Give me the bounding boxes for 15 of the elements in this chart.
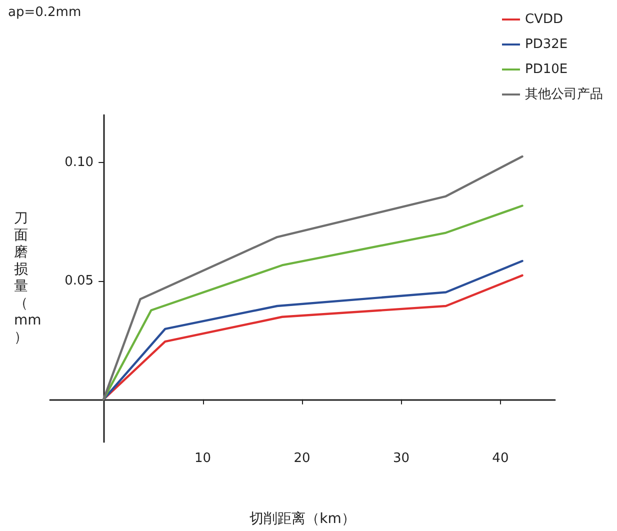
legend-label: CVDD bbox=[525, 12, 563, 27]
line-series bbox=[102, 155, 524, 400]
y-tick-label: 0.05 bbox=[64, 273, 94, 288]
y-axis-title: 刀面磨损量（mm） bbox=[14, 210, 42, 346]
x-axis-title: 切削距离（km） bbox=[250, 511, 356, 527]
x-tick-label: 20 bbox=[294, 451, 310, 466]
text: ap=0.2mm bbox=[8, 5, 82, 20]
x-tick-label: 30 bbox=[392, 451, 410, 466]
line-series bbox=[102, 204, 524, 400]
x-tick-label: 10 bbox=[194, 451, 212, 466]
y-tick-label: 0.10 bbox=[64, 154, 94, 170]
x-tick-label: 40 bbox=[492, 451, 509, 466]
legend-label: 其他公司产品 bbox=[525, 87, 603, 102]
legend-label: PD32E bbox=[525, 37, 568, 52]
legend-label: PD10E bbox=[525, 62, 568, 77]
